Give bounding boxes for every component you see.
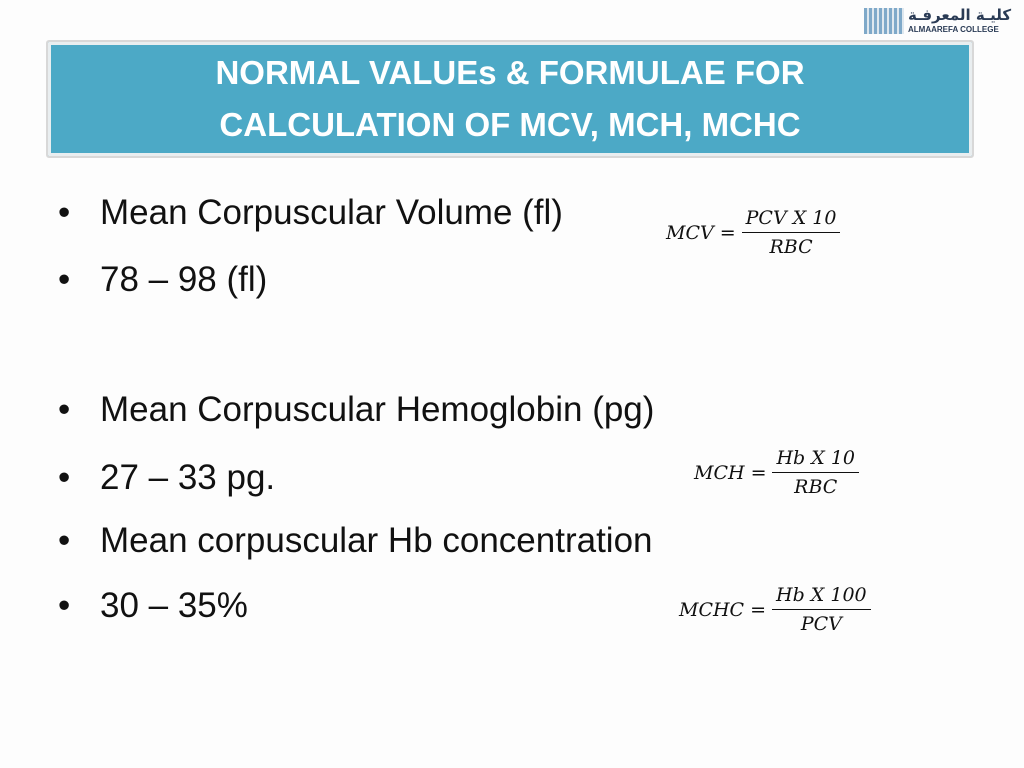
bullet-marker: •: [58, 521, 71, 560]
formula-lhs: MCV: [666, 221, 714, 244]
bullet-item: • 30 – 35%: [58, 586, 248, 626]
bullet-text: 78 – 98 (fl): [100, 260, 268, 299]
denominator: PCV: [800, 613, 842, 635]
formula: MCHC = Hb X 100 PCV: [679, 584, 871, 635]
bullet-text: Mean corpuscular Hb concentration: [100, 521, 653, 560]
bullet-marker: •: [58, 390, 71, 429]
bullet-item: • Mean corpuscular Hb concentration: [58, 521, 653, 561]
fraction: Hb X 100 PCV: [772, 584, 871, 635]
denominator: RBC: [794, 476, 838, 498]
fraction: PCV X 10 RBC: [741, 207, 841, 258]
formula: MCH = Hb X 10 RBC: [694, 447, 859, 498]
bullet-item: • Mean Corpuscular Volume (fl): [58, 193, 563, 233]
formula-equals: =: [750, 598, 767, 621]
title-box: NORMAL VALUEs & FORMULAE FOR CALCULATION…: [46, 40, 974, 158]
logo-icon: [864, 8, 904, 34]
bullet-item: • 78 – 98 (fl): [58, 260, 267, 300]
bullet-marker: •: [58, 193, 71, 232]
numerator: Hb X 100: [772, 584, 871, 610]
logo: كليـة المعرفـة ALMAAREFA COLLEGE: [864, 6, 1012, 36]
bullet-marker: •: [58, 458, 71, 497]
title-line: CALCULATION OF MCV, MCH, MCHC: [219, 106, 801, 143]
bullet-text: 30 – 35%: [100, 586, 248, 625]
numerator: PCV X 10: [741, 207, 841, 233]
formula: MCV = PCV X 10 RBC: [666, 207, 841, 258]
denominator: RBC: [769, 236, 813, 258]
formula-equals: =: [750, 461, 767, 484]
formula-lhs: MCH: [694, 461, 745, 484]
bullet-item: • Mean Corpuscular Hemoglobin (pg): [58, 390, 654, 430]
bullet-marker: •: [58, 586, 71, 625]
numerator: Hb X 10: [772, 447, 859, 473]
bullet-item: • 27 – 33 pg.: [58, 458, 275, 498]
bullet-marker: •: [58, 260, 71, 299]
fraction: Hb X 10 RBC: [772, 447, 859, 498]
bullet-text: Mean Corpuscular Hemoglobin (pg): [100, 390, 655, 429]
bullet-text: 27 – 33 pg.: [100, 458, 276, 497]
formula-lhs: MCHC: [679, 598, 745, 621]
title-line: NORMAL VALUEs & FORMULAE FOR: [215, 54, 805, 91]
formula-equals: =: [719, 221, 736, 244]
bullet-text: Mean Corpuscular Volume (fl): [100, 193, 563, 232]
logo-english: ALMAAREFA COLLEGE: [908, 25, 999, 34]
logo-arabic: كليـة المعرفـة: [908, 6, 1012, 24]
